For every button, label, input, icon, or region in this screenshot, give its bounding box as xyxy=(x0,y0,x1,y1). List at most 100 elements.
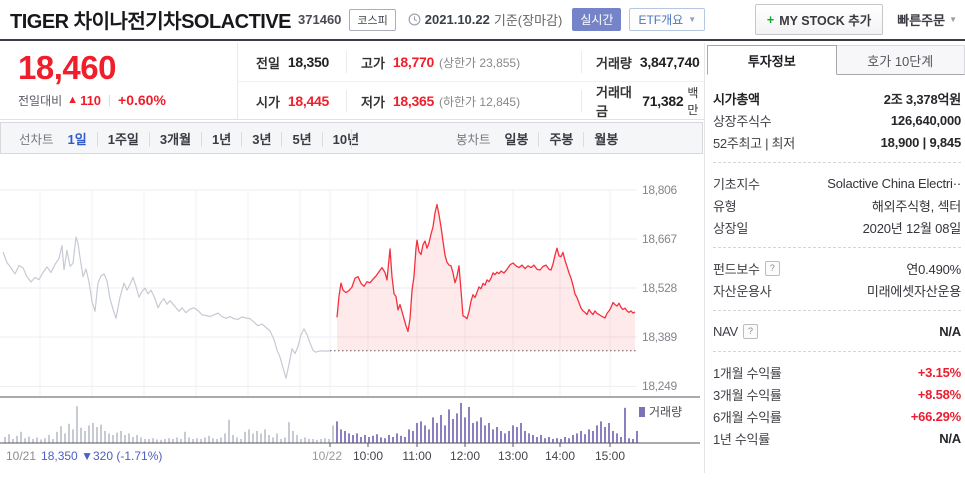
candle-option-3[interactable]: 월봉 xyxy=(583,131,629,147)
volume-bar xyxy=(324,438,326,443)
volume-bar xyxy=(592,431,594,443)
volume-bar xyxy=(96,427,98,443)
volume-bar xyxy=(372,435,374,443)
info-row: 1년 수익률 N/A xyxy=(713,427,961,449)
volume-bar xyxy=(192,439,194,443)
base-date: 2021.10.22 xyxy=(424,12,490,27)
volume-bar xyxy=(28,436,30,443)
volume-bar xyxy=(612,431,614,443)
prev-day-line xyxy=(2,236,331,379)
volume-bar xyxy=(124,435,126,443)
volume-bar xyxy=(176,437,178,443)
quick-order-button[interactable]: 빠른주문 ▼ xyxy=(897,10,957,29)
my-stock-add-button[interactable]: + MY STOCK 추가 xyxy=(754,4,884,35)
info-label: 52주최고 | 최저 xyxy=(713,135,795,151)
dashed-separator xyxy=(713,162,961,163)
volume-bar xyxy=(440,415,442,443)
volume-bar xyxy=(608,423,610,443)
volume-bar xyxy=(120,431,122,443)
range-option-4[interactable]: 1년 xyxy=(201,131,242,147)
volume-bar xyxy=(588,429,590,443)
volume-bar xyxy=(332,425,334,443)
volume-bar xyxy=(252,433,254,443)
info-row: 3개월 수익률 +8.58% xyxy=(713,383,961,405)
volume-legend-marker xyxy=(639,406,645,417)
volume-bar xyxy=(208,435,210,443)
volume-bar xyxy=(228,419,230,443)
volume-bar xyxy=(188,437,190,443)
volume-bar xyxy=(92,423,94,443)
range-option-6[interactable]: 5년 xyxy=(281,131,322,147)
volume-bar xyxy=(580,431,582,443)
volume-bar xyxy=(112,435,114,443)
volume-bar xyxy=(584,434,586,443)
volume-bar xyxy=(4,437,6,443)
volume-bar xyxy=(16,435,18,443)
help-icon[interactable]: ? xyxy=(742,323,758,339)
y-axis-label: 18,806 xyxy=(642,183,677,197)
volume-bar xyxy=(248,429,250,443)
range-option-3[interactable]: 3개월 xyxy=(148,131,202,147)
change-value: 110 xyxy=(80,92,102,108)
volume-bar xyxy=(352,435,354,443)
volume-bar xyxy=(560,439,562,443)
range-option-1[interactable]: 1일 xyxy=(67,131,87,147)
x-axis-label: 11:00 xyxy=(402,449,432,463)
tab-orderbook-10[interactable]: 호가 10단계 xyxy=(836,45,965,75)
info-row: 상장일 2020년 12월 08일 xyxy=(713,216,961,238)
info-row: 기초지수 Solactive China Electri·· xyxy=(713,172,961,194)
realtime-badge[interactable]: 실시간 xyxy=(572,8,622,31)
info-value: Solactive China Electri·· xyxy=(827,175,961,191)
volume-bar xyxy=(168,438,170,443)
tab-invest-info[interactable]: 투자정보 xyxy=(707,45,837,75)
price-detail-table: 전일 18,350 고가 18,770 (상한가 23,855) 거래량 3,847,7… xyxy=(237,43,705,119)
volume-bar xyxy=(476,421,478,443)
cell-unit: 백만 xyxy=(687,86,699,117)
range-option-7[interactable]: 10년 xyxy=(321,131,370,147)
range-option-5[interactable]: 3년 xyxy=(241,131,282,147)
cell-extra: (하한가 12,845) xyxy=(438,94,521,109)
candle-option-2[interactable]: 주봉 xyxy=(538,131,584,147)
volume-bar xyxy=(144,439,146,443)
volume-bar xyxy=(344,431,346,443)
volume-bar xyxy=(340,429,342,443)
volume-bar xyxy=(8,434,10,443)
volume-bar xyxy=(468,407,470,443)
volume-legend-label: 거래량 xyxy=(649,405,683,419)
volume-bar xyxy=(456,413,458,443)
clock-icon xyxy=(408,13,421,26)
volume-bar xyxy=(392,437,394,443)
header: TIGER 차이나전기차SOLACTIVE 371460 코스피 2021.10… xyxy=(0,0,965,41)
help-icon[interactable]: ? xyxy=(764,260,780,276)
vertical-divider xyxy=(704,43,705,473)
volume-bar xyxy=(128,433,130,443)
info-label: 6개월 수익률 xyxy=(713,409,782,425)
volume-bar xyxy=(636,431,638,443)
cell-value: 18,770 xyxy=(392,54,434,70)
info-label: 1개월 수익률 xyxy=(713,365,782,381)
candle-option-1[interactable]: 일봉 xyxy=(504,131,529,147)
info-value: 126,640,000 xyxy=(890,112,961,128)
info-value: +8.58% xyxy=(917,386,961,402)
volume-bar xyxy=(472,423,474,443)
volume-bar xyxy=(616,433,618,443)
today-area-fill xyxy=(337,204,635,351)
volume-bar xyxy=(516,427,518,443)
volume-bar xyxy=(532,435,534,443)
volume-bar xyxy=(632,439,634,443)
info-row: 유형 해외주식형, 섹터 xyxy=(713,194,961,216)
volume-bar xyxy=(100,424,102,443)
change-label: 전일대비 xyxy=(18,93,63,108)
table-row: 시가 18,445 저가 18,365 (하한가 12,845) 거래대금 71,382… xyxy=(238,82,705,120)
volume-bar xyxy=(504,433,506,443)
info-row: 펀드보수? 연0.490% xyxy=(713,257,961,279)
volume-bar xyxy=(420,421,422,443)
range-option-2[interactable]: 1주일 xyxy=(96,131,149,147)
chart-canvas xyxy=(0,189,700,447)
cell-label: 전일 xyxy=(256,55,280,71)
volume-bar xyxy=(232,435,234,443)
volume-bar xyxy=(628,438,630,443)
etf-overview-label: ETF개요 xyxy=(638,13,684,27)
etf-overview-button[interactable]: ETF개요 ▼ xyxy=(629,8,706,31)
volume-bar xyxy=(600,421,602,443)
